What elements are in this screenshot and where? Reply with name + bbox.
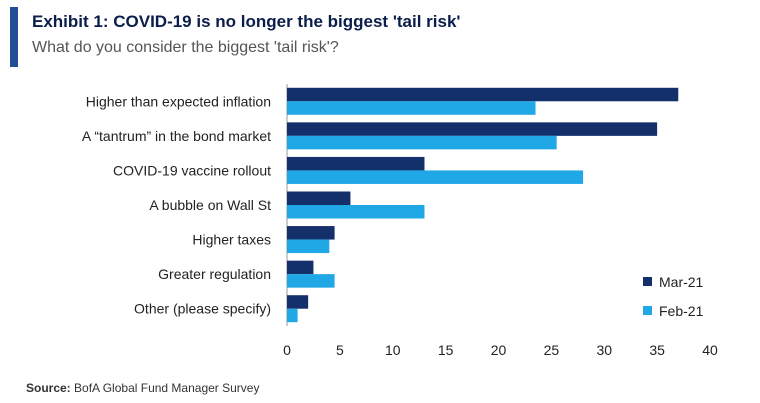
source-label: Source: (26, 381, 71, 395)
bar-mar-21 (287, 156, 425, 171)
legend-swatch (643, 277, 652, 286)
bar-feb-21 (287, 135, 557, 150)
category-label: Higher taxes (192, 232, 271, 248)
category-label: A bubble on Wall St (149, 197, 271, 213)
bar-mar-21 (287, 122, 658, 136)
legend-label: Mar-21 (659, 274, 704, 290)
category-label: Other (please specify) (134, 301, 271, 317)
chart-subtitle: What do you consider the biggest 'tail r… (32, 39, 339, 56)
category-label: Greater regulation (158, 266, 271, 282)
bar-mar-21 (287, 87, 679, 102)
x-tick-label: 15 (438, 342, 454, 358)
x-tick-label: 5 (336, 342, 344, 358)
legend-swatch (643, 306, 652, 315)
x-tick-label: 35 (649, 342, 665, 358)
bar-feb-21 (287, 239, 330, 254)
category-label: COVID-19 vaccine rollout (113, 162, 271, 178)
bar-mar-21 (287, 226, 335, 240)
legend-label: Feb-21 (659, 303, 704, 319)
source-note: Source: BofA Global Fund Manager Survey (26, 381, 259, 395)
category-label: Higher than expected inflation (86, 93, 271, 109)
chart-title: Exhibit 1: COVID-19 is no longer the big… (32, 12, 461, 31)
x-tick-label: 10 (385, 342, 401, 358)
source-text: BofA Global Fund Manager Survey (74, 381, 260, 395)
title-accent-bar (10, 7, 18, 67)
bar-mar-21 (287, 260, 314, 275)
bar-mar-21 (287, 295, 309, 309)
x-tick-label: 40 (702, 342, 718, 358)
bar-feb-21 (287, 274, 335, 288)
bar-feb-21 (287, 308, 298, 323)
x-tick-label: 0 (283, 342, 291, 358)
x-tick-label: 20 (491, 342, 507, 358)
bar-mar-21 (287, 191, 351, 205)
x-tick-label: 25 (544, 342, 560, 358)
bar-feb-21 (287, 170, 584, 184)
bar-feb-21 (287, 101, 536, 115)
bar-feb-21 (287, 205, 425, 219)
category-label: A “tantrum” in the bond market (82, 128, 271, 144)
x-tick-label: 30 (596, 342, 612, 358)
